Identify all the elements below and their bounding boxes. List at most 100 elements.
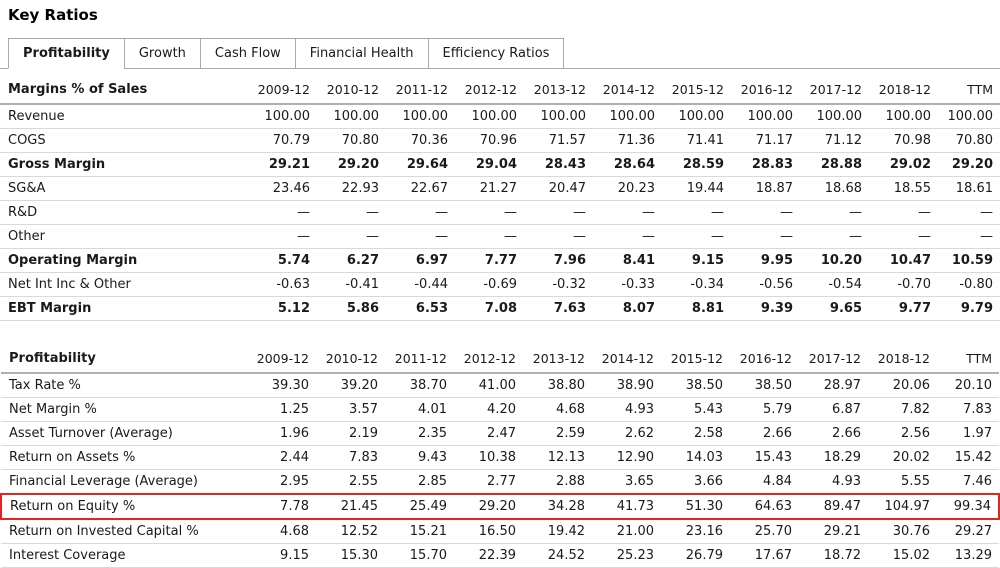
table-row-other: Other — — — — — — — — — — —: [0, 224, 1000, 249]
cell-value: 2.44: [240, 445, 309, 470]
cell-value: 39.20: [309, 373, 378, 398]
cell-value: 100.00: [586, 104, 655, 129]
tab-cash-flow[interactable]: Cash Flow: [199, 38, 296, 69]
cell-value: 70.96: [448, 128, 517, 153]
cell-value: 9.15: [655, 248, 724, 273]
table-row-ebt-margin: EBT Margin 5.12 5.86 6.53 7.08 7.63 8.07 8.81 9.…: [0, 296, 1000, 321]
table-row-return-on-equity: Return on Equity % 7.78 21.45 25.49 29.20 34.…: [0, 493, 1000, 520]
cell-value: 70.80: [310, 128, 379, 153]
cell-value: 2.66: [792, 421, 861, 446]
row-label: Other: [0, 224, 241, 249]
table-row-cogs: COGS 70.79 70.80 70.36 70.96 71.57 71.36 71.41 7…: [0, 128, 1000, 153]
cell-value: 1.96: [240, 421, 309, 446]
table-row-return-on-invested-capital: Return on Invested Capital % 4.68 12.52 15.…: [1, 519, 999, 544]
cell-value: 29.20: [931, 152, 1000, 177]
cell-value: 7.08: [448, 296, 517, 321]
cell-value: 6.53: [379, 296, 448, 321]
table-row-gross-margin: Gross Margin 29.21 29.20 29.64 29.04 28.43 28.…: [0, 152, 1000, 177]
cell-value: 12.90: [585, 445, 654, 470]
row-label: Financial Leverage (Average): [1, 469, 240, 495]
cell-value: 20.10: [930, 373, 999, 398]
cell-value: —: [862, 200, 931, 225]
cell-value: 25.49: [378, 493, 447, 520]
column-header: 2015-12: [654, 348, 723, 374]
tab-strip: Profitability Growth Cash Flow Financial He…: [0, 38, 1000, 69]
cell-value: 29.21: [241, 152, 310, 177]
cell-value: 3.57: [309, 397, 378, 422]
cell-value: 2.35: [378, 421, 447, 446]
profitability-table: Profitability 2009-12 2010-12 2011-12 2012-1…: [0, 348, 1000, 568]
column-header: 2011-12: [378, 348, 447, 374]
cell-value: -0.33: [586, 272, 655, 297]
table-row-net-int-inc-other: Net Int Inc & Other -0.63 -0.41 -0.44 -0.69-…: [0, 272, 1000, 297]
cell-value: -0.69: [448, 272, 517, 297]
tab-growth[interactable]: Growth: [123, 38, 201, 69]
tab-profitability[interactable]: Profitability: [8, 38, 125, 69]
table-row-financial-leverage-average: Financial Leverage (Average) 2.95 2.55 2.85…: [1, 469, 999, 495]
cell-value: -0.80: [931, 272, 1000, 297]
row-label: Tax Rate %: [1, 373, 240, 398]
cell-value: 20.23: [586, 176, 655, 201]
table-row-interest-coverage: Interest Coverage 9.15 15.30 15.70 22.39 24.5…: [1, 543, 999, 568]
cell-value: 25.23: [585, 543, 654, 568]
cell-value: 29.27: [930, 519, 999, 544]
cell-value: 100.00: [517, 104, 586, 129]
cell-value: 28.83: [724, 152, 793, 177]
cell-value: 4.68: [516, 397, 585, 422]
cell-value: 29.02: [862, 152, 931, 177]
cell-value: 6.27: [310, 248, 379, 273]
cell-value: 10.20: [793, 248, 862, 273]
cell-value: 29.64: [379, 152, 448, 177]
cell-value: 2.55: [309, 469, 378, 495]
cell-value: 1.97: [930, 421, 999, 446]
cell-value: 23.16: [654, 519, 723, 544]
cell-value: 9.79: [931, 296, 1000, 321]
section-header: Profitability: [1, 348, 240, 374]
cell-value: 8.81: [655, 296, 724, 321]
cell-value: 10.38: [447, 445, 516, 470]
column-header: 2012-12: [447, 348, 516, 374]
cell-value: —: [448, 200, 517, 225]
cell-value: 71.41: [655, 128, 724, 153]
cell-value: —: [310, 200, 379, 225]
cell-value: 10.59: [931, 248, 1000, 273]
row-label: Return on Invested Capital %: [1, 519, 240, 544]
cell-value: -0.56: [724, 272, 793, 297]
tab-efficiency-ratios[interactable]: Efficiency Ratios: [427, 38, 565, 69]
cell-value: —: [931, 200, 1000, 225]
cell-value: 22.93: [310, 176, 379, 201]
cell-value: 28.97: [792, 373, 861, 398]
cell-value: 2.77: [447, 469, 516, 495]
cell-value: 2.95: [240, 469, 309, 495]
tab-financial-health[interactable]: Financial Health: [294, 38, 429, 69]
column-header: 2010-12: [310, 79, 379, 105]
column-header: 2011-12: [379, 79, 448, 105]
cell-value: 18.72: [792, 543, 861, 568]
cell-value: 38.50: [654, 373, 723, 398]
cell-value: -0.63: [241, 272, 310, 297]
cell-value: 29.20: [310, 152, 379, 177]
cell-value: 15.42: [930, 445, 999, 470]
cell-value: 1.25: [240, 397, 309, 422]
cell-value: —: [379, 224, 448, 249]
cell-value: 29.21: [792, 519, 861, 544]
cell-value: —: [241, 200, 310, 225]
cell-value: —: [655, 200, 724, 225]
row-label: Return on Equity %: [0, 493, 240, 520]
cell-value: —: [379, 200, 448, 225]
cell-value: 17.67: [723, 543, 792, 568]
cell-value: 7.78: [240, 493, 309, 520]
column-header: 2018-12: [862, 79, 931, 105]
cell-value: —: [517, 224, 586, 249]
cell-value: 25.70: [723, 519, 792, 544]
cell-value: 20.06: [861, 373, 930, 398]
cell-value: 2.19: [309, 421, 378, 446]
cell-value: 38.70: [378, 373, 447, 398]
row-label: Revenue: [0, 104, 241, 129]
cell-value: 4.84: [723, 469, 792, 495]
cell-value: 7.82: [861, 397, 930, 422]
cell-value: 2.59: [516, 421, 585, 446]
row-label: Asset Turnover (Average): [1, 421, 240, 446]
cell-value: 5.79: [723, 397, 792, 422]
